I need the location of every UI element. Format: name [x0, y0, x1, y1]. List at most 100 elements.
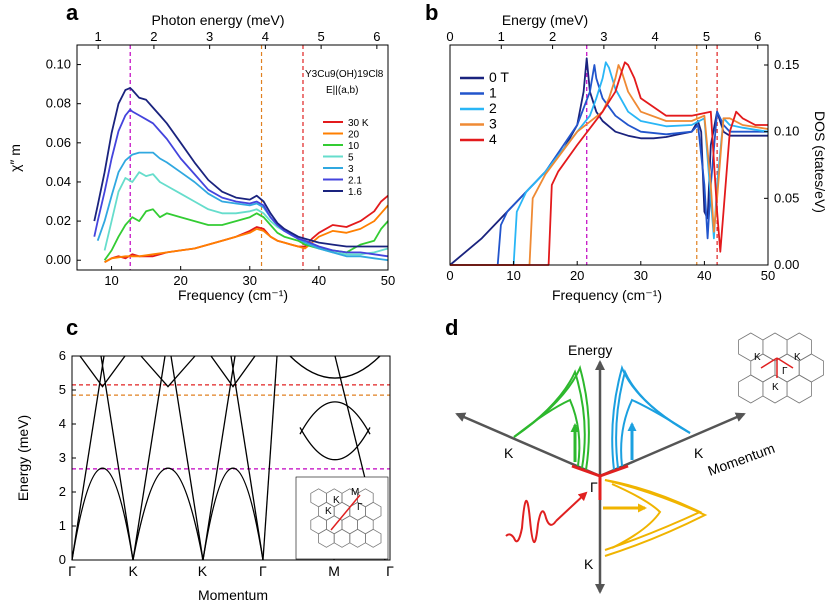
panel-c-ytick-label-1: 1 [59, 518, 66, 533]
panel-a-top-xtick-label-0: 1 [95, 29, 102, 44]
panel-d-momentum-label: Momentum [706, 440, 777, 479]
panel-a-ytick-label-3: 0.06 [46, 135, 71, 150]
panel-a-top-xtick-label-4: 5 [318, 29, 325, 44]
panel-d-k-right: K [694, 445, 704, 461]
panel-c-ytick-label-2: 2 [59, 484, 66, 499]
panel-b-guides [586, 45, 718, 265]
panel-a-ytick-label-2: 0.04 [46, 174, 71, 189]
panel-b-top-xtick-label-3: 3 [600, 29, 607, 44]
panel-d-axis-right [599, 412, 746, 478]
panel-c-xtick-label-2: K [198, 563, 208, 579]
panel-c-band-up-1 [132, 355, 166, 561]
panel-d-yellow-band-2 [604, 479, 708, 557]
panel-a-legend-label-1: 20 [348, 130, 360, 141]
panel-d-hex-1 [762, 332, 788, 362]
panel-d-axis-left [455, 412, 601, 478]
panel-b-legend-label-3: 3 [489, 116, 497, 132]
panel-d-inset-k1: K [754, 352, 761, 363]
panel-a-xtick-label-2: 30 [243, 273, 257, 288]
panel-b-top-xtick-label-5: 5 [703, 29, 710, 44]
panel-c-ytick-label-3: 3 [59, 450, 66, 465]
panel-c-band-m-3 [299, 401, 371, 435]
panel-a-ytick-label-4: 0.08 [46, 96, 71, 111]
panel-c-band-down-0 [100, 355, 134, 561]
panel-a-ytick-label-1: 0.02 [46, 213, 71, 228]
panel-c-inset-label-k2: K [325, 506, 332, 517]
panel-c-inset-label-k1: K [333, 495, 340, 506]
panel-c-band-m-1 [262, 355, 278, 561]
panel-b-ytick-label-3: 0.15 [774, 57, 799, 72]
panel-d-blue-band-3 [620, 398, 691, 467]
panel-a-label: a [66, 0, 79, 25]
panel-d-k-left: K [504, 445, 514, 461]
panel-c-band-top-0 [79, 355, 126, 388]
panel-d-red-seg-1 [571, 464, 601, 478]
panel-a-xtick-label-4: 50 [381, 273, 395, 288]
panel-b-top-xtick-label-0: 0 [446, 29, 453, 44]
panel-c-ylabel: Energy (meV) [15, 415, 31, 501]
panel-b-series [449, 57, 769, 266]
panel-c-band-m-4 [299, 427, 371, 461]
panel-a-legend-label-5: 2.1 [348, 176, 362, 187]
panel-d-energy-label: Energy [568, 342, 612, 358]
panel-d-hex-6 [738, 374, 764, 404]
panel-d-inset-k2: K [794, 352, 801, 363]
panel-c-label: c [66, 315, 78, 340]
panel-b-legend-label-4: 4 [489, 131, 497, 147]
panel-a-ylabel: χ″ m [7, 144, 23, 172]
panel-b-legend-label-1: 1 [489, 85, 497, 101]
panel-c-ytick-label-6: 6 [59, 348, 66, 363]
panel-c-band-down-1 [170, 355, 204, 561]
panel-a-series-5 [93, 108, 389, 258]
panel-b-top-xlabel: Energy (meV) [502, 12, 588, 28]
panel-c-band-arch-2 [202, 467, 264, 561]
panel-a-guides [129, 45, 304, 270]
panel-b-xtick-label-2: 20 [570, 268, 584, 283]
panel-a-series [93, 87, 389, 263]
panel-b-xtick-label-4: 40 [697, 268, 711, 283]
panel-b-series-3 [450, 64, 769, 266]
panel-a-legend-label-2: 10 [348, 141, 360, 152]
panel-a-xtick-label-1: 20 [173, 273, 187, 288]
panel-a-top-xtick-label-3: 4 [262, 29, 269, 44]
panel-b-frame [449, 44, 769, 266]
panel-d-photon-wave [505, 499, 557, 543]
panel-d-inset-gamma: Γ [782, 366, 788, 377]
panel-b-xtick-label-3: 30 [634, 268, 648, 283]
panel-d-inset-k3: K [772, 382, 779, 393]
panel-a-legend-label-3: 5 [348, 153, 354, 164]
panel-c-ytick-label-4: 4 [59, 416, 66, 431]
panel-a-series-3 [103, 171, 389, 256]
panel-a-xlabel: Frequency (cm⁻¹) [178, 287, 288, 303]
panel-c-band-arch-1 [132, 467, 204, 561]
panel-a-top-xlabel: Photon energy (meV) [151, 12, 284, 28]
panel-b-top-xtick-label-6: 6 [754, 29, 761, 44]
panel-b-ylabel: DOS (states/eV) [812, 111, 828, 213]
panel-a-ytick-label-5: 0.10 [46, 57, 71, 72]
panel-c-inset: M K K Γ [295, 476, 389, 560]
panel-b-ticks: 0 10 20 30 40 500 1 2 3 4 5 60.000.050.100.15 [446, 29, 799, 283]
panel-d-photon-arrow [555, 491, 588, 522]
panel-a-xtick-label-0: 10 [104, 273, 118, 288]
panel-c-inset-lattice [310, 488, 382, 548]
panel-b-top-xtick-label-4: 4 [652, 29, 659, 44]
panel-d-inset-lattice [738, 332, 824, 404]
panel-b-ytick-label-1: 0.05 [774, 190, 799, 205]
panel-a-top-xtick-label-1: 2 [150, 29, 157, 44]
panel-a-top-xtick-label-5: 6 [373, 29, 380, 44]
panel-b-legend-label-2: 2 [489, 100, 497, 116]
panel-c-band-arch-0 [71, 467, 134, 561]
panel-c-xtick-label-5: Γ [386, 563, 394, 579]
panel-d-k-bottom: K [584, 556, 594, 572]
panel-d-green-band-3 [513, 398, 581, 467]
panel-d-blue-band-2 [611, 364, 691, 471]
panel-b-xtick-label-1: 10 [506, 268, 520, 283]
panel-b-xlabel: Frequency (cm⁻¹) [552, 287, 662, 303]
panel-a-frame [76, 44, 389, 271]
panel-c-inset-label-m: M [351, 487, 359, 498]
panel-d-yellow-band-3 [611, 483, 662, 549]
panel-a-series-6 [93, 87, 388, 248]
